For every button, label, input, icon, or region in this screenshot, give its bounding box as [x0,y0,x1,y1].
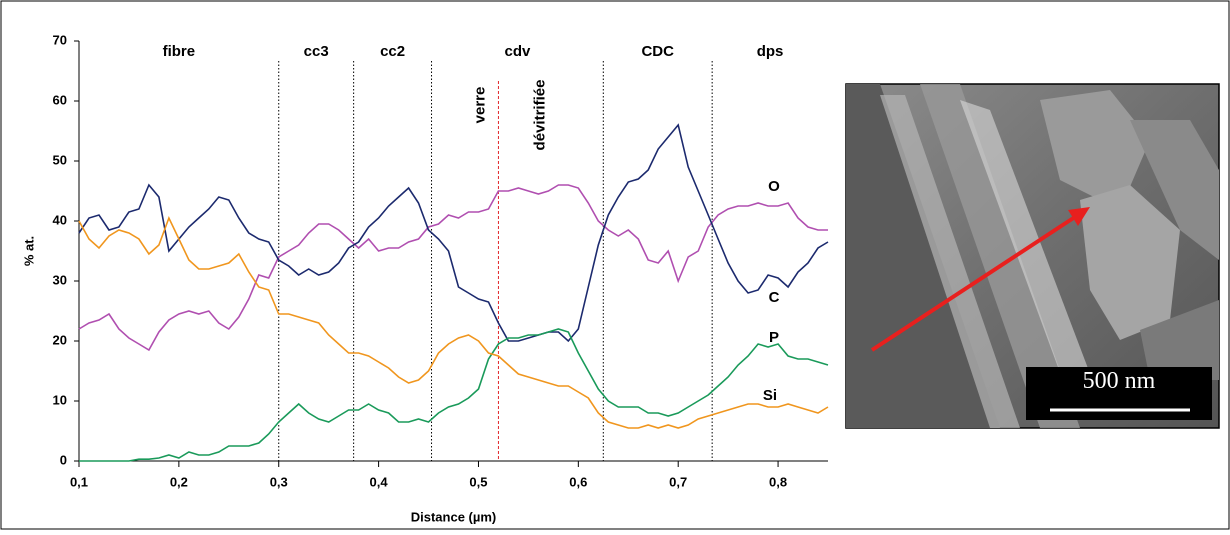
series-line [79,328,829,462]
y-tick-label: 60 [53,92,67,107]
y-axis-title: % at. [21,236,36,266]
y-tick-label: 30 [53,272,67,287]
y-tick-label: 50 [53,152,67,167]
y-tick-label: 40 [53,212,67,227]
x-tick-label: 0,4 [370,474,389,489]
x-tick-label: 0,1 [70,474,88,489]
interface-label: verre [471,87,488,124]
x-tick-label: 0,2 [170,474,188,489]
region-label: fibre [163,43,196,60]
scale-label: 500 nm [1083,368,1156,394]
x-tick-label: 0,5 [469,474,487,489]
y-tick-label: 10 [53,392,67,407]
x-tick-label: 0,6 [569,474,587,489]
series-line [78,123,829,343]
series-label: C [769,289,780,306]
y-tick-label: 70 [53,32,67,47]
y-tick-label: 0 [60,452,67,467]
interface-label: dévitrifiée [531,80,548,151]
region-label: dps [757,43,784,60]
region-label: cc3 [304,43,329,60]
region-label: CDC [641,43,674,60]
x-axis-title: Distance (µm) [411,509,497,524]
series-label: O [768,178,780,195]
series-line [78,215,829,429]
micrograph: 500 nm [845,83,1220,429]
series-label: P [769,329,779,346]
region-label: cc2 [380,43,405,60]
x-tick-label: 0,3 [270,474,288,489]
x-tick-label: 0,8 [769,474,787,489]
region-label: cdv [504,43,531,60]
series-line [78,184,828,352]
y-tick-label: 20 [53,332,67,347]
series-label: Si [763,387,777,404]
x-tick-label: 0,7 [669,474,687,489]
